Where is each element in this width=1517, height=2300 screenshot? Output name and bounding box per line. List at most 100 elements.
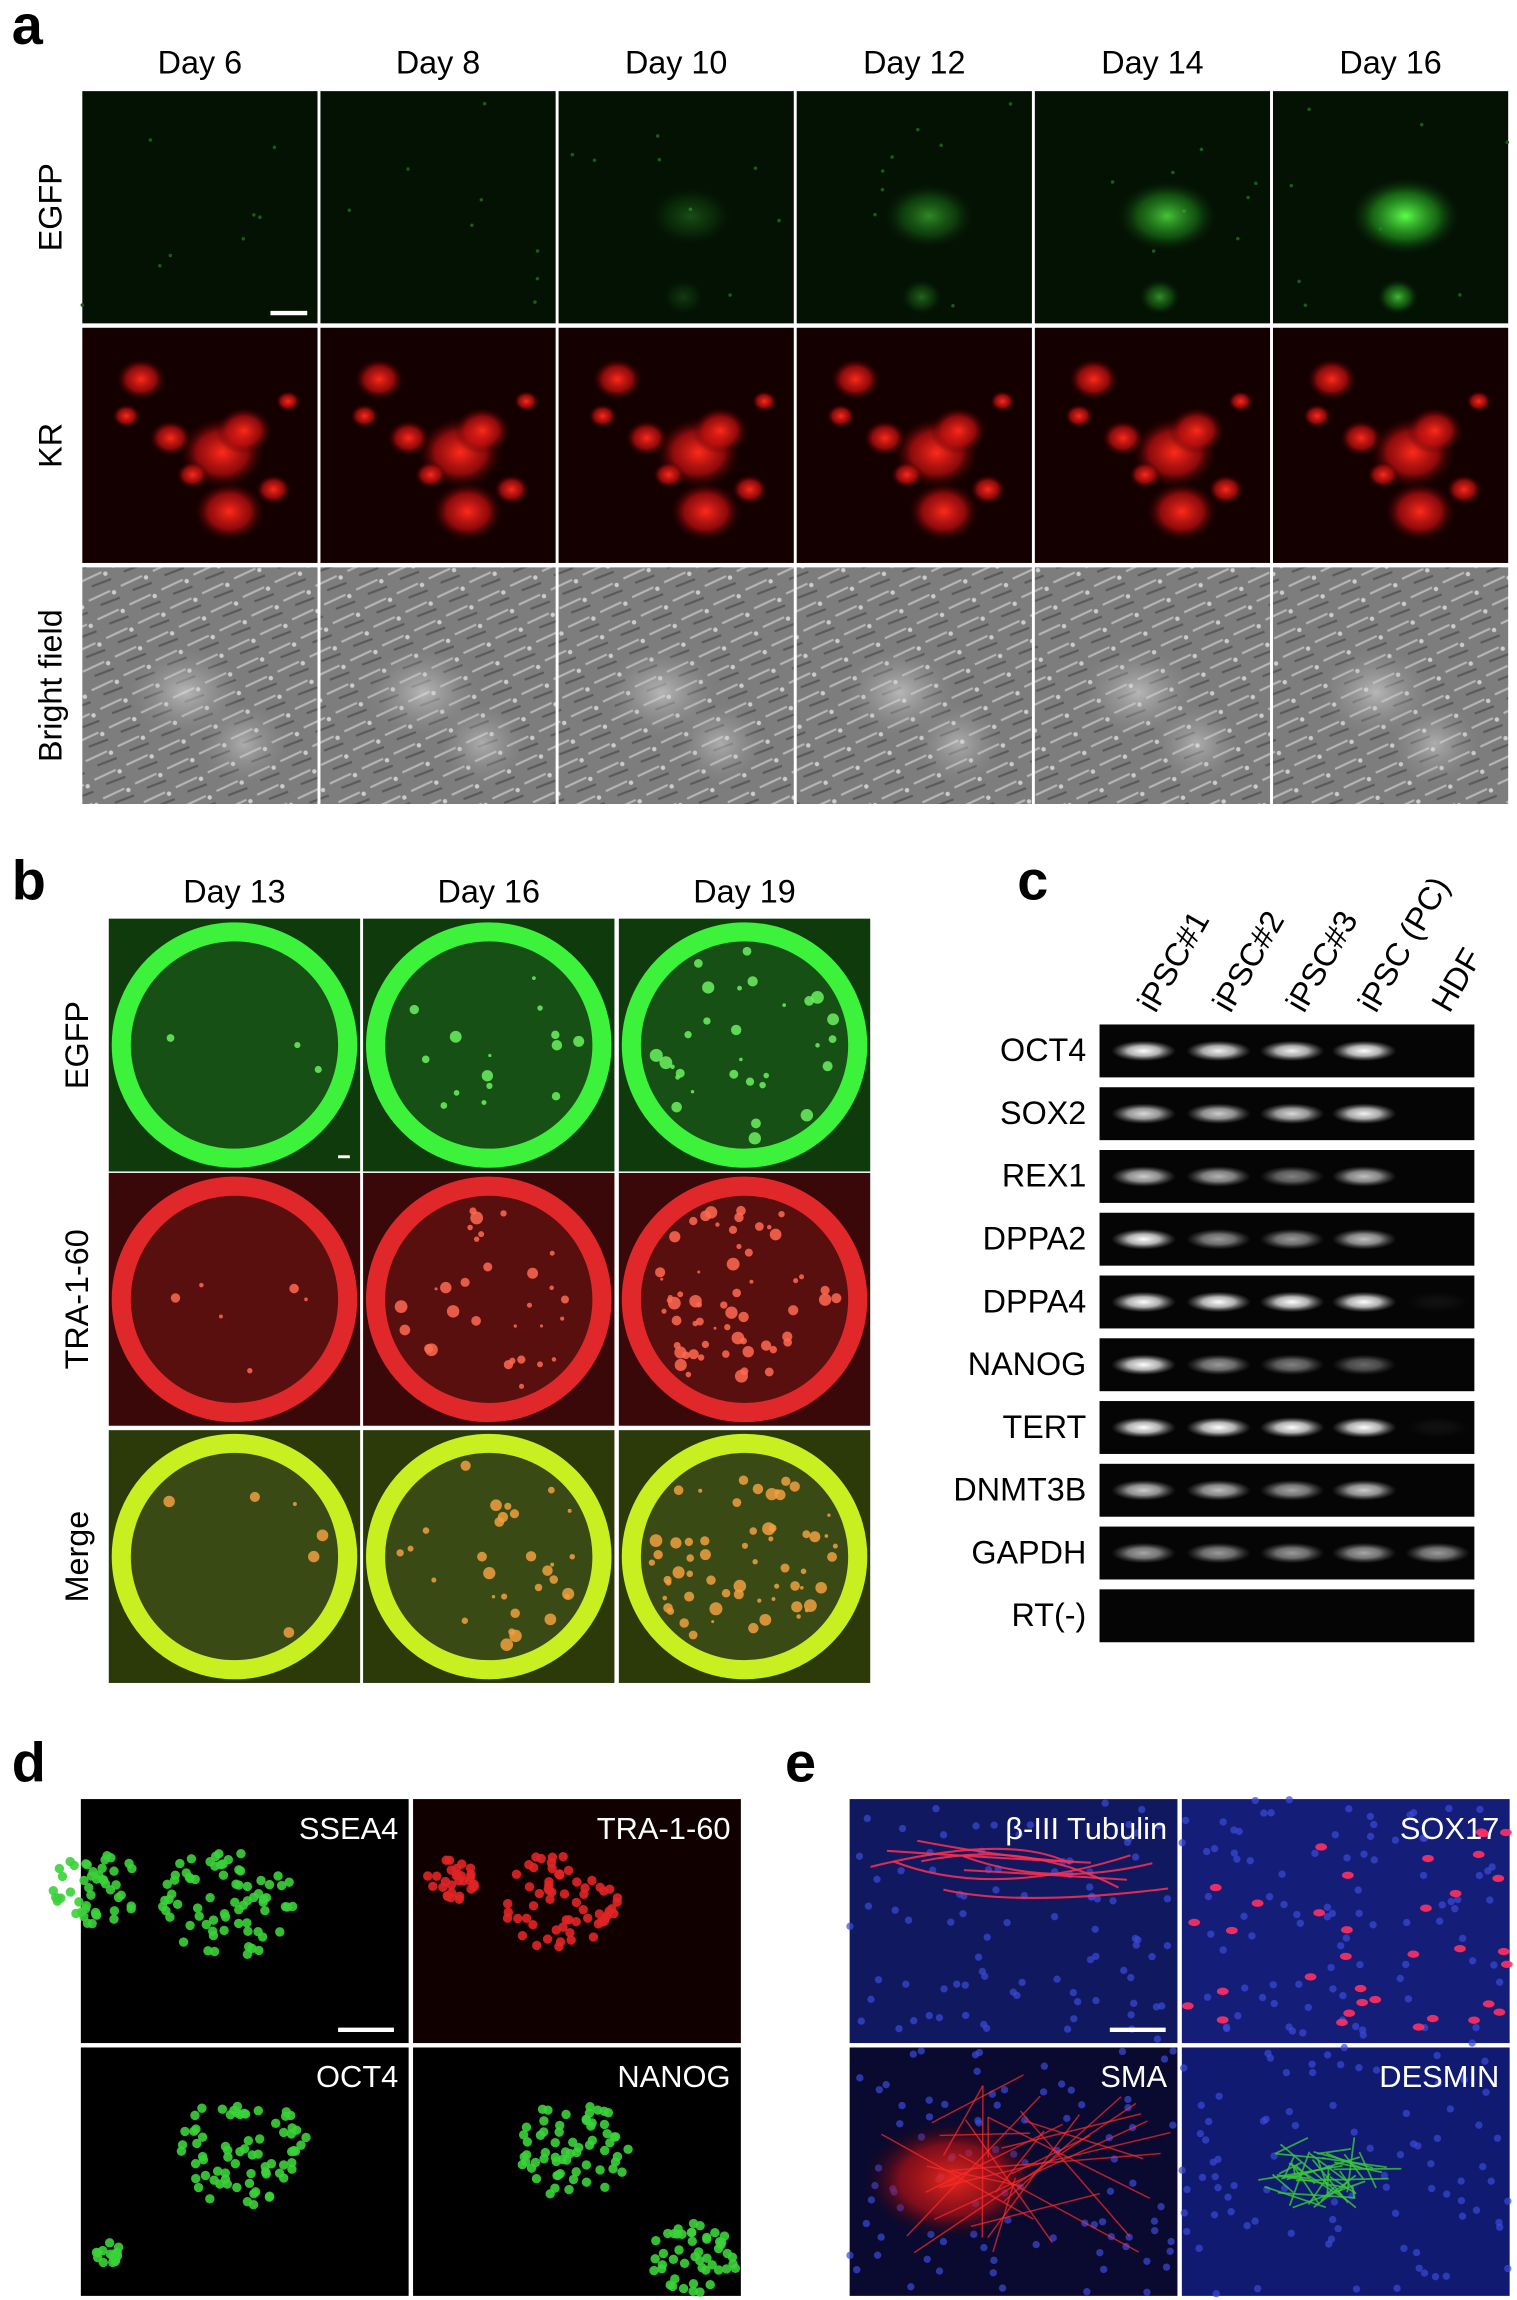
speck bbox=[1419, 122, 1424, 127]
colony bbox=[796, 1614, 801, 1619]
fiber bbox=[906, 2095, 1041, 2237]
colony bbox=[549, 1250, 555, 1256]
speck bbox=[470, 223, 474, 227]
nucleus bbox=[1350, 2128, 1358, 2136]
cell bbox=[74, 1897, 84, 1907]
cell bbox=[190, 2110, 200, 2121]
colony bbox=[703, 1017, 711, 1025]
colony bbox=[663, 1603, 673, 1613]
nucleus bbox=[1492, 1874, 1505, 1883]
colony bbox=[409, 1004, 419, 1015]
nucleus bbox=[1180, 2064, 1188, 2072]
cell bbox=[531, 1852, 541, 1862]
cell bbox=[98, 2245, 108, 2256]
well bbox=[621, 922, 868, 1168]
colony bbox=[560, 1316, 565, 1321]
nucleus bbox=[1085, 1883, 1094, 1891]
speck bbox=[1458, 293, 1462, 297]
colony bbox=[649, 186, 733, 246]
cell bbox=[110, 2256, 121, 2267]
band bbox=[1331, 1542, 1397, 1564]
cell bbox=[710, 2227, 720, 2238]
cell bbox=[566, 1935, 576, 1945]
nucleus bbox=[1427, 2160, 1435, 2168]
band bbox=[1259, 1417, 1325, 1438]
nucleus bbox=[1106, 2187, 1115, 2195]
nucleus bbox=[877, 2233, 885, 2241]
nucleus bbox=[975, 2048, 984, 2057]
colony bbox=[660, 1277, 664, 1281]
cell bbox=[170, 1870, 181, 1880]
fiber bbox=[1011, 2134, 1091, 2175]
cell bbox=[192, 1903, 203, 1913]
speck bbox=[148, 138, 153, 142]
nucleus bbox=[1339, 1991, 1347, 2000]
nucleus bbox=[1266, 2054, 1275, 2062]
colony bbox=[670, 1537, 682, 1549]
cell bbox=[205, 2194, 215, 2204]
cell bbox=[547, 1863, 557, 1874]
colony bbox=[551, 1030, 560, 1040]
speck bbox=[916, 127, 920, 132]
cell bbox=[692, 407, 749, 455]
cell bbox=[553, 2170, 563, 2180]
nucleus bbox=[846, 1922, 854, 1930]
cell bbox=[253, 1926, 263, 1937]
nucleus bbox=[1443, 2190, 1451, 2198]
image-label: SMA bbox=[1100, 2059, 1167, 2094]
cell bbox=[354, 358, 404, 400]
nucleus bbox=[961, 2011, 970, 2020]
speck bbox=[1246, 195, 1250, 200]
colony bbox=[247, 1368, 253, 1374]
colony bbox=[781, 1476, 791, 1486]
cell bbox=[503, 1898, 513, 1909]
cell bbox=[218, 1870, 229, 1880]
cell bbox=[275, 1927, 285, 1937]
cell bbox=[260, 1905, 270, 1916]
nucleus bbox=[1336, 2061, 1345, 2069]
cell bbox=[208, 1930, 219, 1941]
colony bbox=[549, 1285, 554, 1291]
column-header: Day 16 bbox=[1339, 44, 1441, 80]
colony bbox=[774, 1583, 780, 1589]
speck bbox=[880, 169, 885, 173]
colony bbox=[831, 1293, 842, 1304]
nucleus bbox=[863, 1814, 871, 1823]
nucleus bbox=[1472, 2206, 1481, 2214]
lane-label: iPSC#1 bbox=[1130, 905, 1216, 1018]
panel-label: d bbox=[12, 1730, 46, 1793]
cell bbox=[232, 2101, 243, 2112]
well bbox=[111, 1176, 358, 1423]
nucleus bbox=[1057, 2080, 1066, 2088]
nucleus bbox=[909, 2050, 917, 2058]
nucleus bbox=[875, 2086, 883, 2094]
band bbox=[1186, 1040, 1251, 1062]
cell bbox=[561, 2109, 571, 2120]
fiber bbox=[931, 2074, 1024, 2124]
nucleus bbox=[1345, 1805, 1353, 1813]
colony bbox=[551, 1357, 557, 1362]
nucleus bbox=[1163, 1941, 1172, 1950]
colony bbox=[497, 1511, 509, 1523]
cell bbox=[581, 2160, 592, 2170]
cell bbox=[278, 2160, 289, 2170]
cell bbox=[550, 2137, 560, 2148]
fiber bbox=[1326, 2165, 1330, 2194]
cell bbox=[651, 2235, 661, 2246]
nucleus bbox=[1183, 2185, 1191, 2194]
speck bbox=[347, 208, 352, 213]
nucleus bbox=[1150, 2217, 1159, 2225]
nucleus bbox=[1133, 1829, 1141, 1837]
band bbox=[1186, 1228, 1251, 1250]
nucleus bbox=[1020, 2116, 1029, 2124]
cell bbox=[513, 1913, 523, 1924]
colony bbox=[690, 1090, 695, 1094]
nucleus bbox=[1026, 1821, 1035, 1829]
nucleus bbox=[873, 1875, 881, 1883]
nucleus bbox=[1215, 2092, 1223, 2100]
nucleus bbox=[1468, 2039, 1476, 2047]
nucleus bbox=[1109, 1897, 1117, 1905]
cell bbox=[695, 2287, 705, 2297]
cell bbox=[970, 474, 1006, 505]
